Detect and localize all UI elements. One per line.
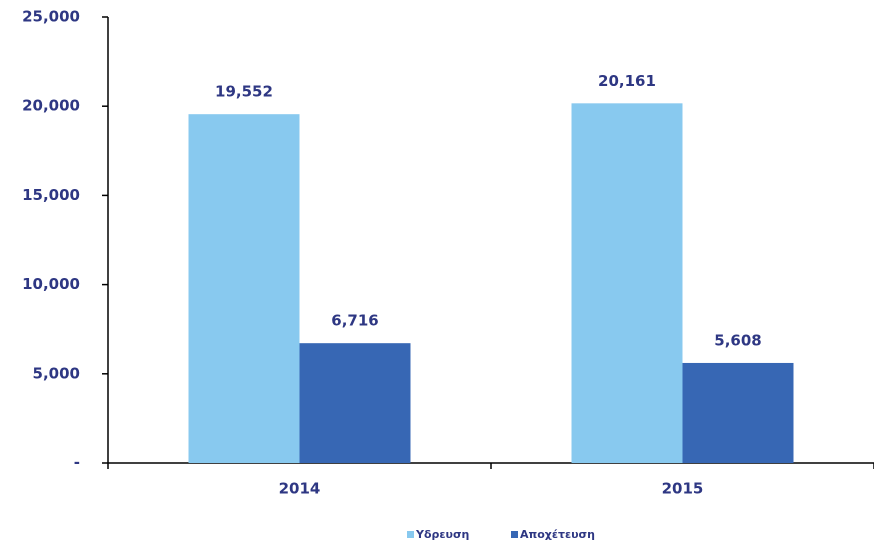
bar: [188, 114, 300, 463]
legend-label: Υδρευση: [415, 528, 469, 541]
bar: [682, 362, 794, 463]
y-tick-label: -: [74, 454, 80, 472]
y-tick-label: 10,000: [22, 275, 80, 293]
value-label: 6,716: [331, 312, 378, 330]
value-label: 19,552: [215, 83, 273, 101]
y-tick-label: 25,000: [22, 8, 80, 26]
value-label: 20,161: [598, 72, 656, 90]
legend-swatch: [511, 531, 518, 538]
y-tick-label: 20,000: [22, 97, 80, 115]
x-tick-label: 2015: [662, 480, 704, 498]
y-tick-label: 5,000: [33, 364, 80, 382]
legend-swatch: [407, 531, 414, 538]
bar: [299, 343, 411, 463]
value-label: 5,608: [714, 331, 761, 349]
x-tick-label: 2014: [279, 480, 321, 498]
legend-label: Αποχέτευση: [520, 528, 595, 541]
bar: [571, 103, 683, 463]
y-tick-label: 15,000: [22, 186, 80, 204]
